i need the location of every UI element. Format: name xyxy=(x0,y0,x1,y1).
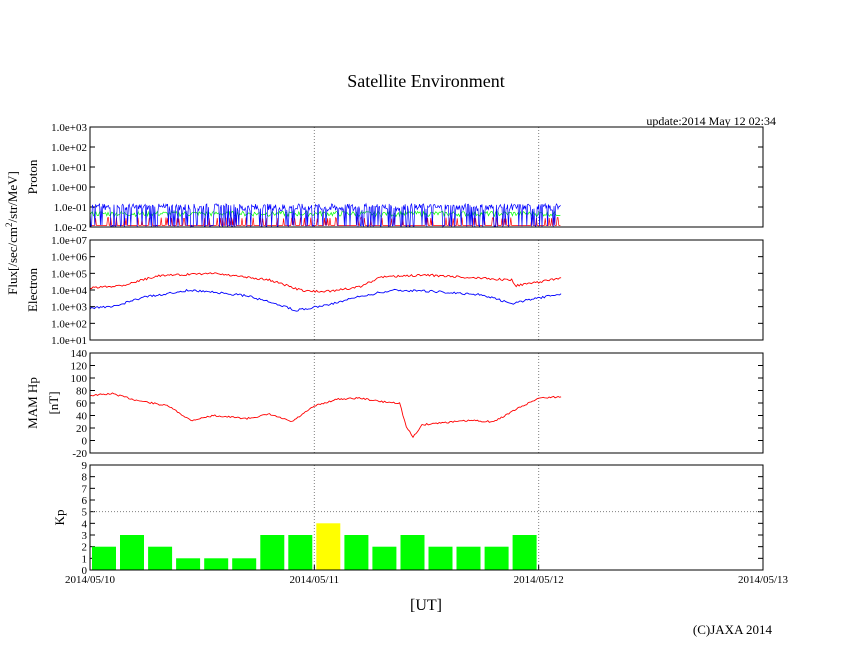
kp-bar xyxy=(232,558,257,570)
kp-bar xyxy=(120,535,144,570)
y-tick-label: 1.0e+06 xyxy=(51,252,87,264)
kp-bar xyxy=(512,535,537,570)
series-electron-red xyxy=(90,272,562,293)
y-tick-label: 8 xyxy=(82,472,88,484)
y-tick-label: 1.0e-01 xyxy=(54,202,87,214)
x-tick-label: 2014/05/13 xyxy=(738,574,789,586)
kp-bar xyxy=(92,546,116,570)
x-tick-label: 2014/05/11 xyxy=(289,574,339,586)
y-tick-label: 1.0e+05 xyxy=(51,268,87,280)
y-tick-label: 9 xyxy=(82,460,88,472)
y-tick-label: 5 xyxy=(82,507,88,519)
y-tick-label: 1.0e+01 xyxy=(51,335,87,347)
y-axis-label: Proton xyxy=(25,159,40,194)
x-tick-label: 2014/05/10 xyxy=(65,574,116,586)
y-tick-label: 20 xyxy=(76,423,88,435)
x-axis-label: [UT] xyxy=(410,597,442,614)
kp-bar xyxy=(344,535,369,570)
y-tick-label: 0 xyxy=(82,565,88,577)
y-tick-label: 40 xyxy=(76,411,88,423)
y-tick-label: 100 xyxy=(71,373,88,385)
y-tick-label: 1 xyxy=(82,553,88,565)
y-tick-label: 7 xyxy=(82,483,88,495)
copyright-notice: (C)JAXA 2014 xyxy=(693,622,773,637)
y-tick-label: 4 xyxy=(82,518,88,530)
kp-bar xyxy=(428,546,453,570)
y-axis-unit-label: [nT] xyxy=(46,391,61,414)
y-tick-label: 80 xyxy=(76,386,88,398)
chart-title: Satellite Environment xyxy=(347,71,504,91)
panel-frame xyxy=(89,352,764,454)
panel-electron: 1.0e+07 1.0e+06 1.0e+05 1.0e+04 1.0e+03 1.0e+… xyxy=(25,235,764,347)
y-tick-label: 3 xyxy=(82,530,88,542)
y-tick-label: 1.0e+01 xyxy=(51,162,87,174)
y-tick-label: 2 xyxy=(82,542,88,554)
y-tick-label: 120 xyxy=(71,361,88,373)
y-axis-label: MAM Hp xyxy=(25,377,40,429)
kp-bar xyxy=(204,558,229,570)
y-tick-label: 0 xyxy=(82,436,88,448)
series-mam-hp xyxy=(89,392,562,439)
y-tick-label: 1.0e+03 xyxy=(51,122,87,134)
x-tick-label: 2014/05/12 xyxy=(514,574,564,586)
panel-frame xyxy=(89,239,764,341)
series-proton-red xyxy=(90,216,561,226)
y-tick-label: 1.0e-02 xyxy=(54,222,87,234)
panel-frame xyxy=(89,126,764,228)
series-proton-blue xyxy=(89,202,561,229)
series-electron-blue xyxy=(89,288,562,312)
shared-flux-label: Flux[/sec/cm2/str/MeV] xyxy=(4,171,20,295)
kp-bar xyxy=(484,546,509,570)
kp-bar xyxy=(148,546,173,570)
y-tick-label: 1.0e+00 xyxy=(51,182,87,194)
y-axis-label: Electron xyxy=(25,267,40,312)
kp-bar xyxy=(176,558,201,570)
kp-bar xyxy=(372,546,397,570)
y-tick-label: 1.0e+07 xyxy=(51,235,87,247)
y-tick-label: 140 xyxy=(71,348,88,360)
y-tick-label: 1.0e+02 xyxy=(51,318,87,330)
y-tick-label: 1.0e+03 xyxy=(51,302,87,314)
panel-proton: 1.0e+03 1.0e+02 1.0e+01 1.0e+00 1.0e-01 1.0e-… xyxy=(4,122,764,295)
kp-bar xyxy=(260,535,285,570)
y-axis-label: Kp xyxy=(52,510,67,526)
kp-bar xyxy=(456,546,481,570)
kp-bar xyxy=(288,535,313,570)
kp-bar xyxy=(316,523,341,570)
y-tick-label: 6 xyxy=(82,495,88,507)
y-tick-label: 1.0e+04 xyxy=(51,285,87,297)
y-tick-label: 1.0e+02 xyxy=(51,142,87,154)
y-tick-label: 60 xyxy=(76,398,88,410)
kp-bar xyxy=(400,535,425,570)
panel-frame xyxy=(89,464,764,571)
y-tick-label: -20 xyxy=(72,448,87,460)
update-timestamp: update:2014 May 12 02:34 xyxy=(646,114,776,128)
